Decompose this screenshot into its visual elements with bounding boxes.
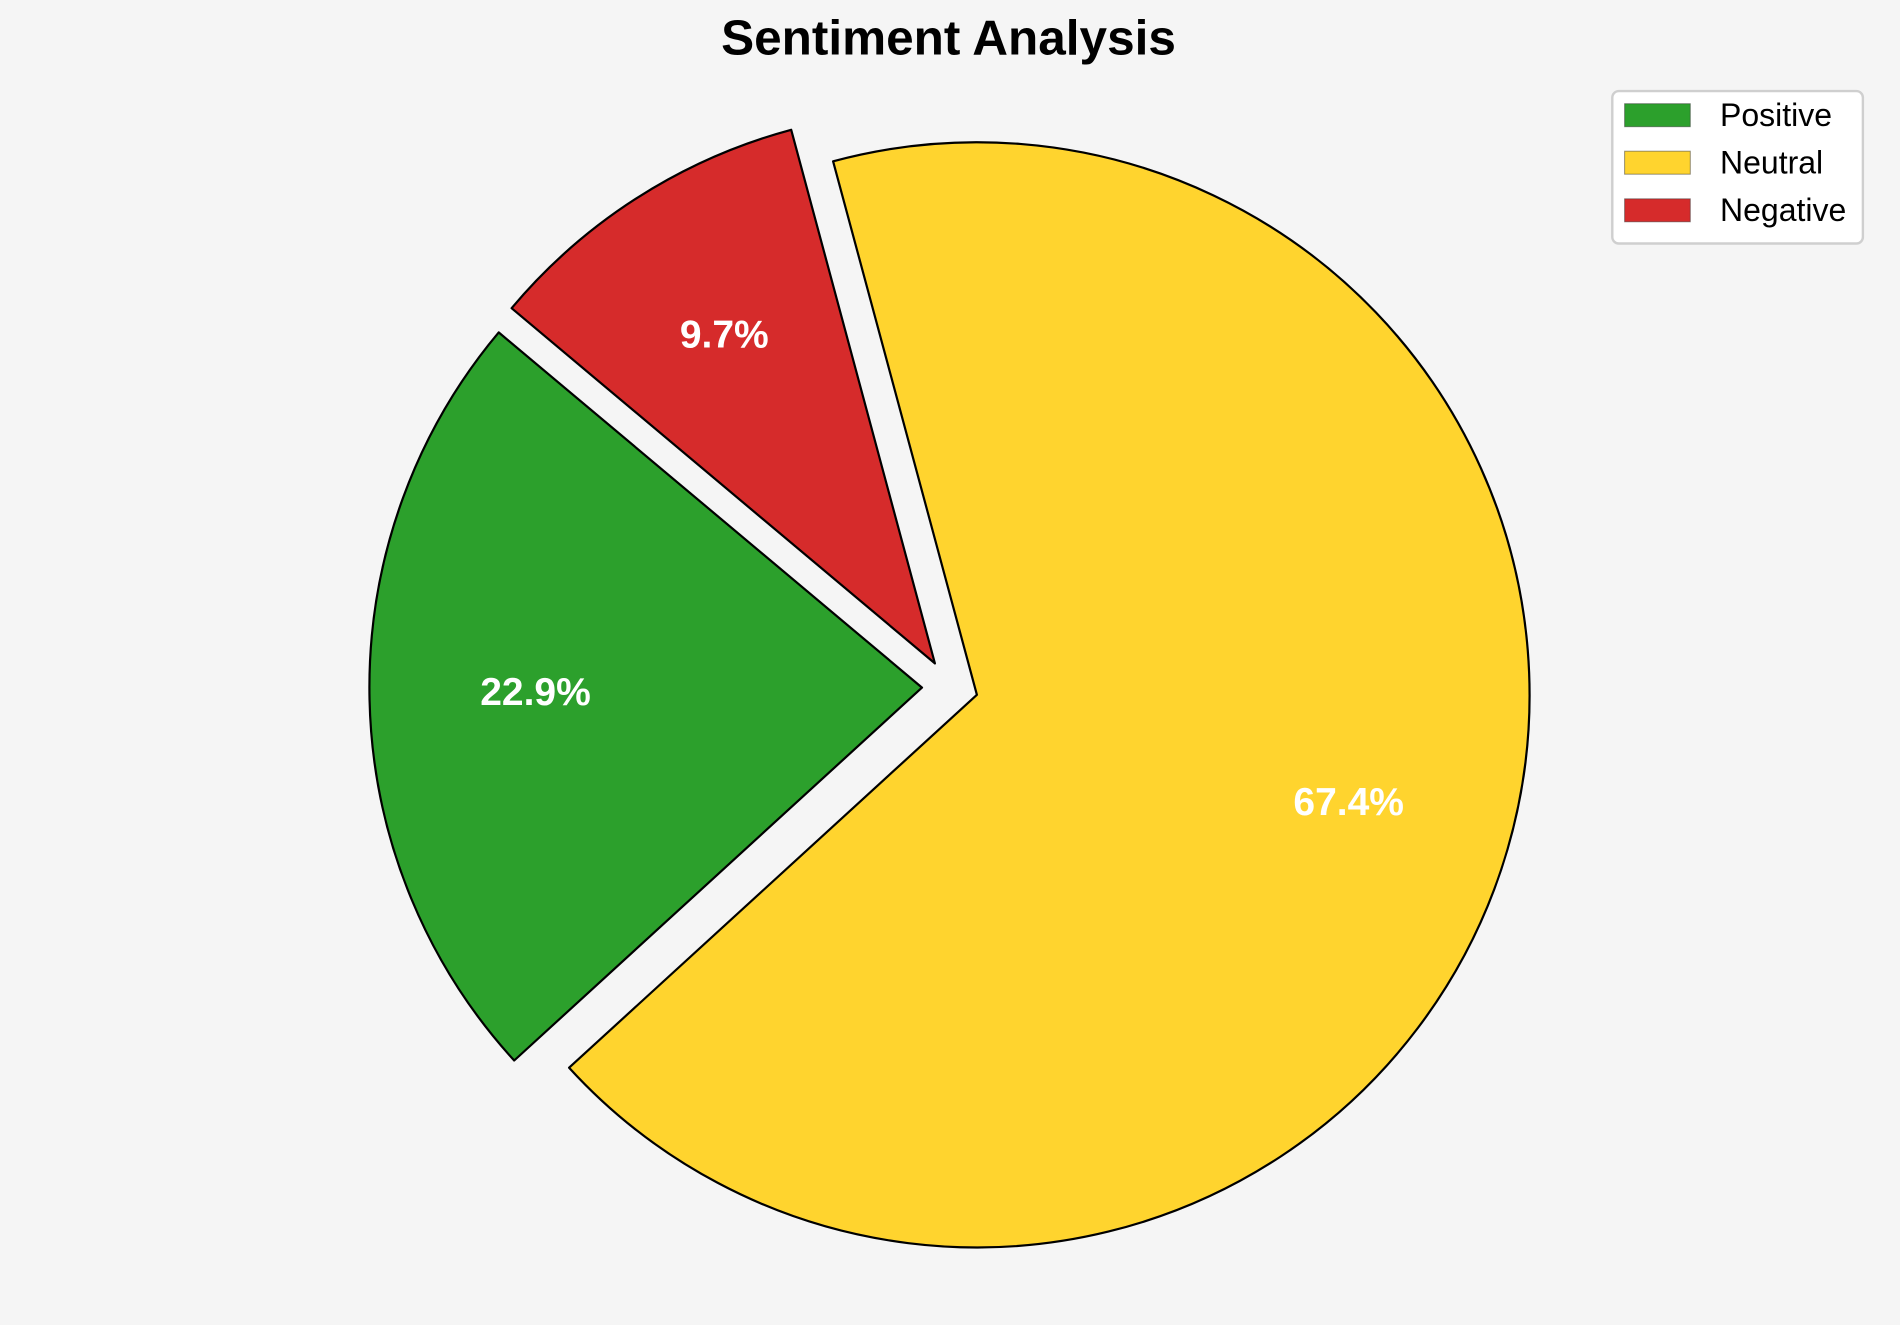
svg-text:Negative: Negative	[1720, 192, 1846, 228]
svg-text:Neutral: Neutral	[1720, 144, 1823, 180]
svg-text:9.7%: 9.7%	[680, 313, 769, 356]
svg-text:Sentiment Analysis: Sentiment Analysis	[721, 11, 1176, 66]
svg-text:22.9%: 22.9%	[480, 671, 591, 714]
svg-text:67.4%: 67.4%	[1293, 781, 1404, 824]
svg-text:Positive: Positive	[1720, 97, 1832, 133]
